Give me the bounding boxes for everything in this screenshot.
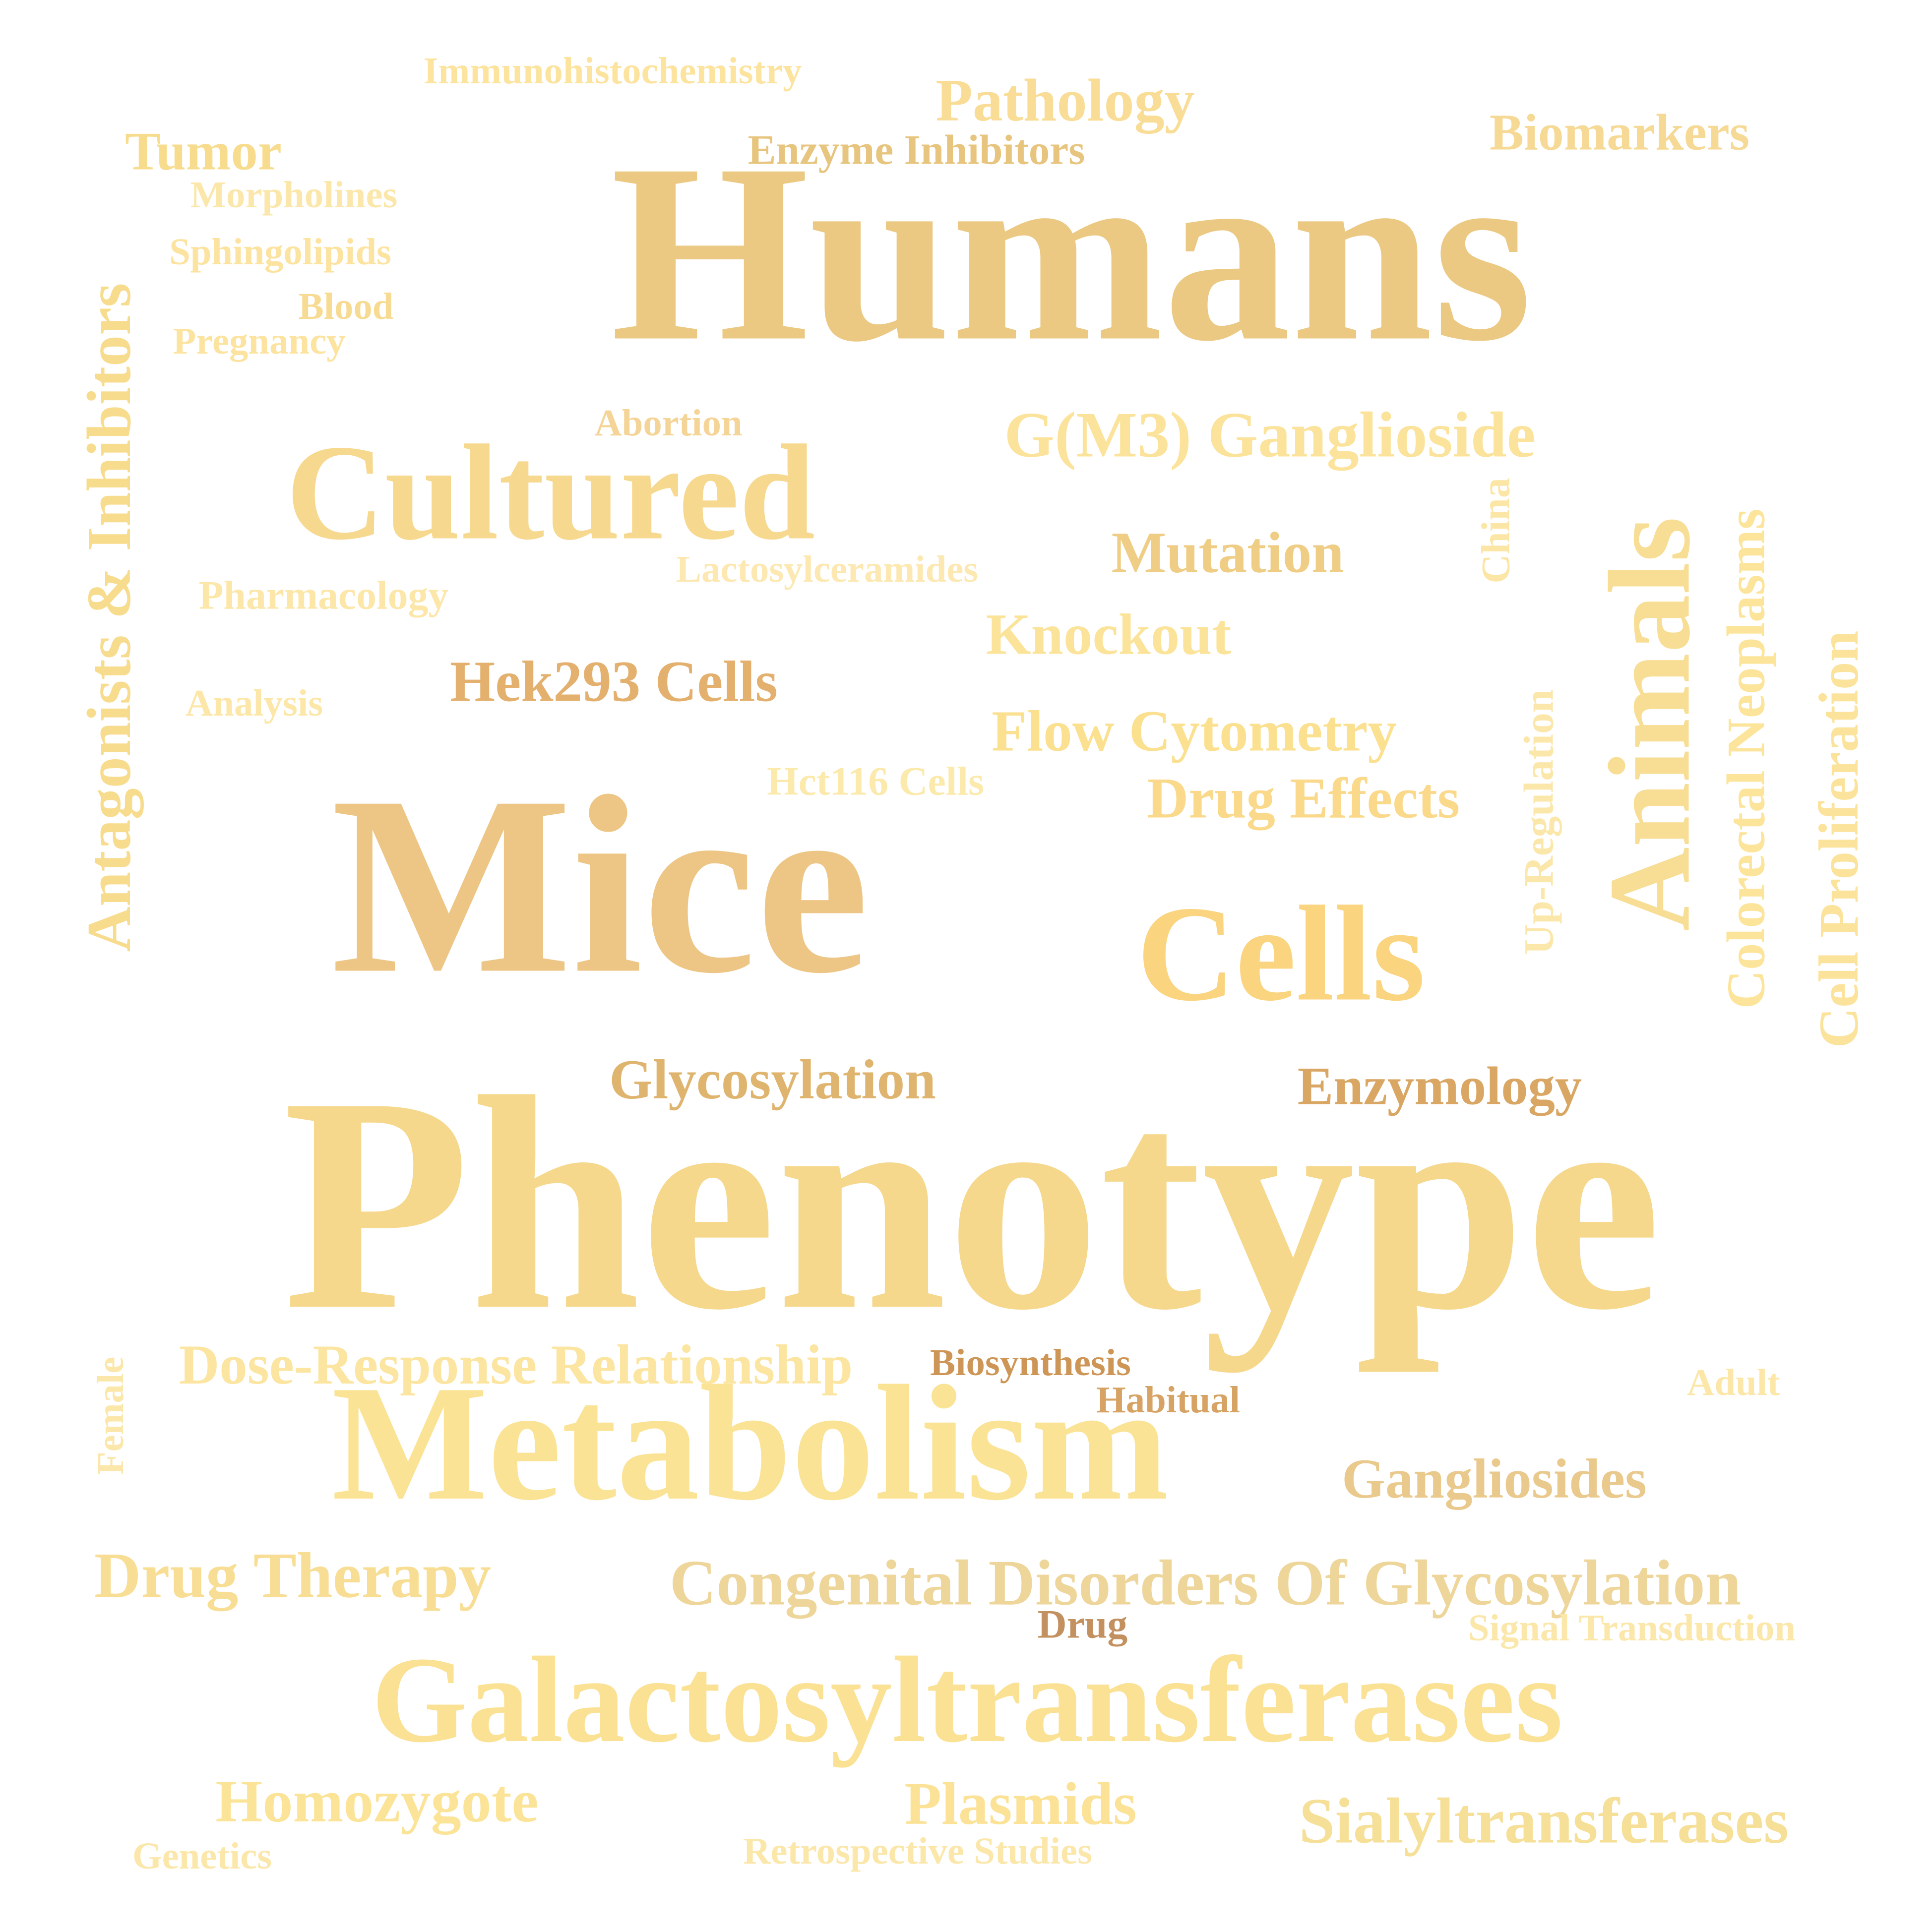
word-analysis: Analysis <box>186 682 323 724</box>
word-hek293-cells: Hek293 Cells <box>450 650 778 714</box>
word-gm3-ganglioside: G(M3) Ganglioside <box>1004 400 1535 471</box>
word-enzyme-inhibitors: Enzyme Inhibitors <box>748 127 1085 174</box>
word-up-regulation: Up-Regulation <box>1516 689 1562 955</box>
word-homozygote: Homozygote <box>215 1768 538 1835</box>
word-enzymology: Enzymology <box>1298 1056 1582 1116</box>
word-lactosylceramides: Lactosylceramides <box>676 548 978 590</box>
word-glycosylation: Glycosylation <box>609 1049 936 1111</box>
word-pregnancy: Pregnancy <box>173 320 345 362</box>
word-cell-proliferation: Cell Proliferation <box>1808 631 1870 1048</box>
word-humans: Humans <box>611 112 1532 394</box>
word-mice: Mice <box>331 744 870 1026</box>
word-phenotype: Phenotype <box>283 1034 1662 1374</box>
word-genetics: Genetics <box>132 1835 272 1877</box>
word-cells: Cells <box>1137 878 1426 1029</box>
word-adult: Adult <box>1687 1361 1780 1403</box>
word-retrospective-studies: Retrospective Studies <box>743 1830 1092 1872</box>
word-morpholines: Morpholines <box>190 174 398 216</box>
word-flow-cytometry: Flow Cytometry <box>992 700 1397 764</box>
word-sphingolipids: Sphingolipids <box>169 231 391 273</box>
word-metabolism: Metabolism <box>332 1351 1169 1535</box>
word-gangliosides: Gangliosides <box>1342 1448 1647 1510</box>
word-knockout: Knockout <box>986 603 1231 667</box>
word-abortion: Abortion <box>594 402 742 444</box>
word-biomarkers: Biomarkers <box>1490 105 1749 161</box>
word-galactosyltransferases: Galactosyltransferases <box>372 1631 1563 1768</box>
word-congenital-disorders-of-glycosylation: Congenital Disorders Of Glycosylation <box>670 1548 1741 1619</box>
word-cultured: Cultured <box>286 417 815 568</box>
word-tumor: Tumor <box>125 121 282 181</box>
word-animals: Animals <box>1585 517 1714 931</box>
word-pathology: Pathology <box>935 67 1195 134</box>
word-drug-effects: Drug Effects <box>1147 767 1460 831</box>
word-drug: Drug <box>1038 1602 1128 1647</box>
word-immunohistochemistry: Immunohistochemistry <box>424 50 802 92</box>
word-blood: Blood <box>299 285 394 327</box>
word-female: Female <box>89 1357 131 1475</box>
word-mutation: Mutation <box>1112 521 1344 585</box>
word-habitual: Habitual <box>1096 1379 1240 1421</box>
word-pharmacology: Pharmacology <box>199 573 449 618</box>
word-hct116-cells: Hct116 Cells <box>767 759 984 804</box>
word-dose-response-relationship: Dose-Response Relationship <box>179 1334 853 1396</box>
word-antagonists-inhibitors: Antagonists & Inhibitors <box>74 283 144 952</box>
word-plasmids: Plasmids <box>904 1770 1136 1837</box>
word-china: China <box>1473 478 1518 583</box>
word-drug-therapy: Drug Therapy <box>94 1540 491 1612</box>
word-signal-transduction: Signal Transduction <box>1468 1607 1796 1649</box>
word-colorectal-neoplasms: Colorectal Neoplasms <box>1716 509 1776 1009</box>
word-sialyltransferases: Sialyltransferases <box>1299 1786 1789 1857</box>
word-biosynthesis: Biosynthesis <box>930 1341 1131 1384</box>
